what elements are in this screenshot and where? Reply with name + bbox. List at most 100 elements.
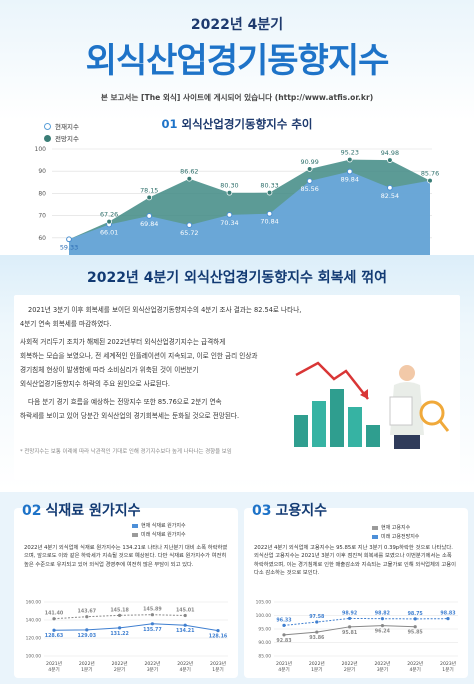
mini-data-label: 135.77: [143, 627, 162, 633]
bottom-panel: 02 식재료 원가지수 현재 식재료 원가지수 미래 식재료 원가지수 2022년…: [0, 492, 474, 684]
employ-legend-label-future: 미래 고용전망지수: [381, 534, 420, 540]
employment-chart: 85.00 90.00 95.00 100.00 105.00 92.83 93.86 95.…: [256, 600, 458, 673]
outlook-data-label: 80.30: [220, 182, 238, 190]
mini-point: [150, 613, 154, 617]
mini-x-tick-label: 1분기: [311, 666, 322, 673]
paragraph-2: 사회적 거리두기 조치가 해제된 2022년부터 외식산업경기지수는 급격하게: [20, 338, 226, 346]
mini-data-label: 98.92: [342, 610, 357, 616]
section1-number: 01: [161, 117, 178, 131]
paragraph-1b: 4분기 연속 회복세를 마감하였다.: [20, 320, 112, 328]
mini-data-label: 145.89: [143, 607, 162, 613]
mini-x-tick-label: 4분기: [180, 666, 191, 673]
mini-point: [118, 613, 122, 617]
illustration-bar-3: [330, 389, 344, 447]
food-legend-swatch-current: [132, 523, 138, 528]
site-notice: 본 보고서는 [The 외식] 사이트에 게시되어 있습니다 (http://w…: [100, 93, 374, 102]
mini-x-tick-label: 2분기: [114, 666, 125, 673]
y-tick-label: 60: [38, 235, 46, 242]
mini-point: [348, 625, 352, 629]
mini-point: [315, 630, 319, 634]
employment-heading: 고용지수: [275, 503, 328, 519]
mini-series-line: [53, 614, 186, 620]
mini-data-label: 95.81: [342, 630, 357, 636]
mini-data-label: 98.75: [408, 611, 423, 617]
illustration-bar-2: [312, 401, 326, 447]
y-tick-label: 70: [38, 213, 46, 220]
mini-data-label: 92.83: [276, 638, 291, 644]
mini-x-tick-label: 2022년: [144, 660, 160, 667]
food-cost-text: 2022년 4분기 외식업체 식재료 원가지수는 134.21로 나타나 지난분…: [24, 545, 228, 568]
series-area-current: [69, 171, 430, 260]
outlook-point: [226, 189, 233, 196]
section1-title: 01 외식산업경기동향지수 추이: [0, 116, 474, 132]
decline-illustration: [294, 361, 450, 449]
current-data-label: 70.84: [260, 218, 278, 226]
arrow-head-icon: [360, 389, 368, 399]
summary-box: 2021년 3분기 이후 회복세를 보이던 외식산업경기동향지수의 4분기 조사…: [14, 295, 460, 480]
person-head-icon: [399, 365, 415, 381]
mini-point: [85, 615, 89, 619]
current-point: [346, 168, 353, 175]
food-legend-label-current: 현재 식재료 원가지수: [141, 523, 186, 529]
paragraph-3: 다음 분기 경기 흐름을 예상하는 전망지수 또한 85.76으로 2분기 연속: [28, 398, 222, 406]
legend-label-outlook: 전망지수: [55, 135, 79, 143]
current-data-label: 65.72: [180, 229, 198, 237]
food-legend-item-current: 현재 식재료 원가지수: [132, 522, 186, 529]
illustration-bar-4: [348, 407, 362, 447]
current-data-label: 69.84: [140, 220, 158, 228]
mini-data-label: 145.01: [176, 607, 195, 613]
mini-x-tick-label: 2022년: [342, 660, 358, 667]
outlook-point: [106, 218, 112, 225]
page-title: 외식산업경기동향지수: [85, 41, 390, 81]
mini-point: [150, 622, 154, 626]
food-legend-item-future: 미래 식재료 원가지수: [132, 531, 186, 538]
legend-item-current: 현재지수: [44, 121, 79, 131]
paragraph-2d: 외식산업경기동향지수 하락의 주요 원인으로 사료된다.: [20, 380, 171, 388]
mini-point: [380, 617, 384, 621]
employ-legend-item-current: 현재 고용지수: [372, 524, 419, 531]
outlook-data-label: 90.99: [301, 158, 319, 166]
magnifier-handle-icon: [438, 420, 450, 432]
mini-x-tick-label: 2022년: [79, 660, 95, 667]
outlook-point: [346, 156, 353, 163]
mini-data-label: 97.58: [309, 614, 325, 620]
chart1-legend: 현재지수 전망지수: [44, 121, 79, 145]
y-tick-label: 90: [38, 168, 46, 175]
mini-x-tick-label: 1분기: [442, 666, 453, 673]
mini-data-label: 134.21: [176, 628, 195, 634]
section1-heading: 외식산업경기동향지수 추이: [181, 117, 313, 131]
mini-x-tick-label: 2022년: [407, 660, 423, 667]
outlook-point: [306, 166, 313, 172]
food-cost-card: 02 식재료 원가지수 현재 식재료 원가지수 미래 식재료 원가지수 2022년…: [14, 503, 238, 678]
outlook-point: [427, 177, 433, 184]
paragraph-1: 2021년 3분기 이후 회복세를 보이던 외식산업경기동향지수의 4분기 조사…: [28, 306, 302, 314]
legend-item-outlook: 전망지수: [44, 133, 79, 143]
mini-y-tick-label: 100.00: [26, 654, 42, 660]
down-trend-icon: [295, 361, 369, 400]
document-icon: [389, 396, 413, 426]
mini-data-label: 143.67: [78, 609, 97, 615]
mini-point: [52, 628, 56, 632]
mini-data-label: 98.82: [375, 611, 390, 617]
food-cost-chart: 100.00 120.00 140.00 160.00 128.63 129.03 131.…: [26, 600, 228, 673]
mini-x-tick-label: 1분기: [81, 666, 92, 673]
mini-x-tick-label: 2022년: [374, 660, 390, 667]
mini-point: [446, 617, 450, 621]
outlook-point: [266, 189, 273, 196]
outlook-data-label: 86.62: [180, 168, 198, 176]
mini-y-tick-label: 140.00: [26, 618, 42, 624]
employment-number: 03: [252, 503, 272, 519]
summary-title: 2022년 4분기 외식산업경기동향지수 회복세 꺾여: [86, 270, 388, 286]
mini-point: [118, 626, 122, 630]
mini-x-tick-label: 2021년: [276, 660, 292, 667]
mini-y-tick-label: 105.00: [256, 600, 272, 606]
outlook-data-label: 78.15: [140, 187, 158, 195]
y-tick-label: 100: [35, 146, 47, 153]
mini-point: [413, 625, 417, 629]
outlook-data-label: 67.26: [100, 211, 118, 219]
mini-x-tick-label: 4분기: [410, 666, 421, 673]
mini-data-label: 128.63: [45, 633, 64, 639]
mini-x-tick-label: 3분기: [377, 666, 388, 673]
mini-series-line: [283, 617, 449, 626]
current-data-label: 70.34: [220, 219, 238, 227]
